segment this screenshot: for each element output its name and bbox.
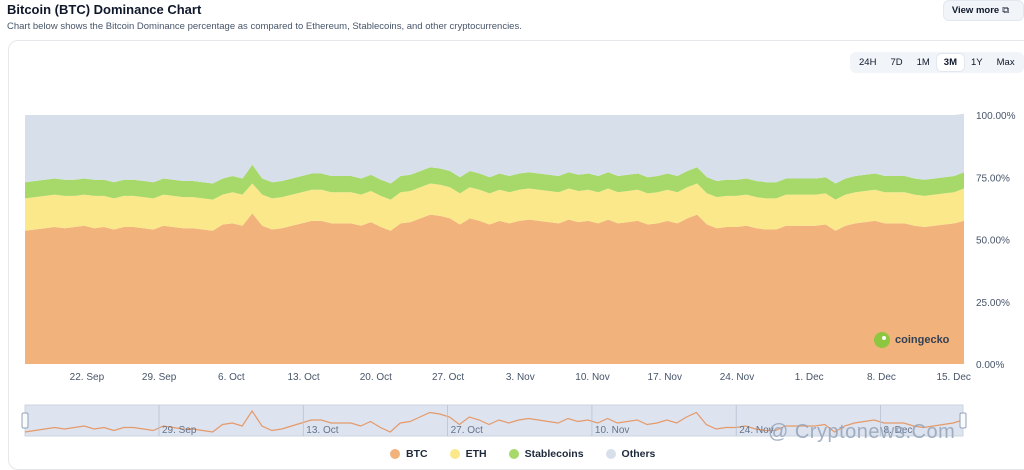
legend-swatch [508, 449, 519, 459]
range-tab-24h[interactable]: 24H [852, 54, 883, 71]
x-tick-label: 1. Dec [795, 372, 824, 383]
x-tick-label: 27. Oct [432, 372, 464, 383]
legend-swatch [390, 449, 400, 459]
y-tick-label: 100.00% [976, 111, 1016, 122]
chart-header: Bitcoin (BTC) Dominance Chart Chart belo… [7, 2, 522, 32]
time-range-selector: 24H 7D 1M 3M 1Y Max [850, 52, 1024, 73]
chart-legend: BTC ETH Stablecoins Others [390, 448, 655, 460]
y-axis: 0.00% 25.00% 50.00% 75.00% 100.00% [976, 111, 1016, 371]
legend-label: BTC [406, 448, 428, 460]
x-tick-label: 8. Dec [867, 372, 896, 383]
range-tab-1m[interactable]: 1M [910, 54, 937, 71]
y-tick-label: 50.00% [976, 236, 1010, 247]
legend-swatch [605, 449, 616, 459]
navigator-tick-label: 13. Oct [306, 425, 338, 436]
navigator-window[interactable] [24, 404, 964, 437]
x-tick-label: 6. Oct [218, 372, 245, 383]
legend-swatch [449, 449, 460, 459]
x-tick-label: 20. Oct [360, 372, 392, 383]
range-tab-3m[interactable]: 3M [936, 54, 964, 71]
chart-subtitle: Chart below shows the Bitcoin Dominance … [7, 21, 522, 32]
navigator-tick-label: 10. Nov [595, 425, 629, 436]
navigator-tick-label: 8. Dec [884, 425, 913, 436]
area-eth [25, 183, 964, 231]
coingecko-logo: coingecko [874, 332, 949, 348]
legend-label: Stablecoins [524, 448, 584, 460]
page-title: Bitcoin (BTC) Dominance Chart [7, 2, 202, 17]
area-btc [25, 213, 964, 364]
range-tab-7d[interactable]: 7D [883, 54, 909, 71]
legend-item-btc[interactable]: BTC [390, 448, 428, 460]
area-others [25, 113, 964, 184]
legend-item-others[interactable]: Others [605, 448, 656, 460]
watermark: @ Cryptonews.Com [768, 421, 956, 443]
legend-item-stablecoins[interactable]: Stablecoins [508, 448, 584, 460]
y-tick-label: 75.00% [976, 173, 1010, 184]
navigator-tick-label: 29. Sep [162, 425, 197, 436]
legend-label: Others [621, 448, 656, 460]
x-tick-label: 17. Nov [648, 372, 682, 383]
view-more-button[interactable]: View more ⧉ [942, 0, 1024, 21]
area-stablecoins [25, 164, 964, 200]
range-tab-1y[interactable]: 1Y [964, 54, 990, 71]
x-tick-label: 24. Nov [720, 372, 754, 383]
x-tick-label: 22. Sep [70, 372, 105, 383]
x-axis: 22. Sep 29. Sep 6. Oct 13. Oct 20. Oct 27. Oc… [70, 372, 971, 383]
x-tick-label: 3. Nov [506, 372, 535, 383]
navigator-tick-label: 27. Oct [451, 425, 483, 436]
legend-label: ETH [465, 448, 487, 460]
navigator-tick-label: 24. Nov [739, 425, 773, 436]
x-tick-label: 13. Oct [287, 372, 319, 383]
navigator-left-handle[interactable] [21, 412, 29, 429]
navigator: 29. Sep 13. Oct 27. Oct 10. Nov 24. Nov 8. De… [21, 404, 967, 437]
x-tick-label: 10. Nov [575, 372, 609, 383]
range-tab-max[interactable]: Max [990, 54, 1022, 71]
y-tick-label: 0.00% [976, 360, 1004, 371]
gecko-icon [874, 332, 890, 348]
external-link-icon: ⧉ [1002, 5, 1009, 16]
x-tick-label: 29. Sep [142, 372, 177, 383]
stacked-areas [25, 113, 964, 364]
navigator-series-line [24, 409, 964, 433]
x-tick-label: 15. Dec [936, 372, 970, 383]
legend-item-eth[interactable]: ETH [449, 448, 487, 460]
navigator-right-handle[interactable] [959, 412, 967, 429]
y-tick-label: 25.00% [976, 298, 1010, 309]
view-more-label: View more [951, 5, 1000, 16]
logo-text: coingecko [895, 334, 950, 346]
